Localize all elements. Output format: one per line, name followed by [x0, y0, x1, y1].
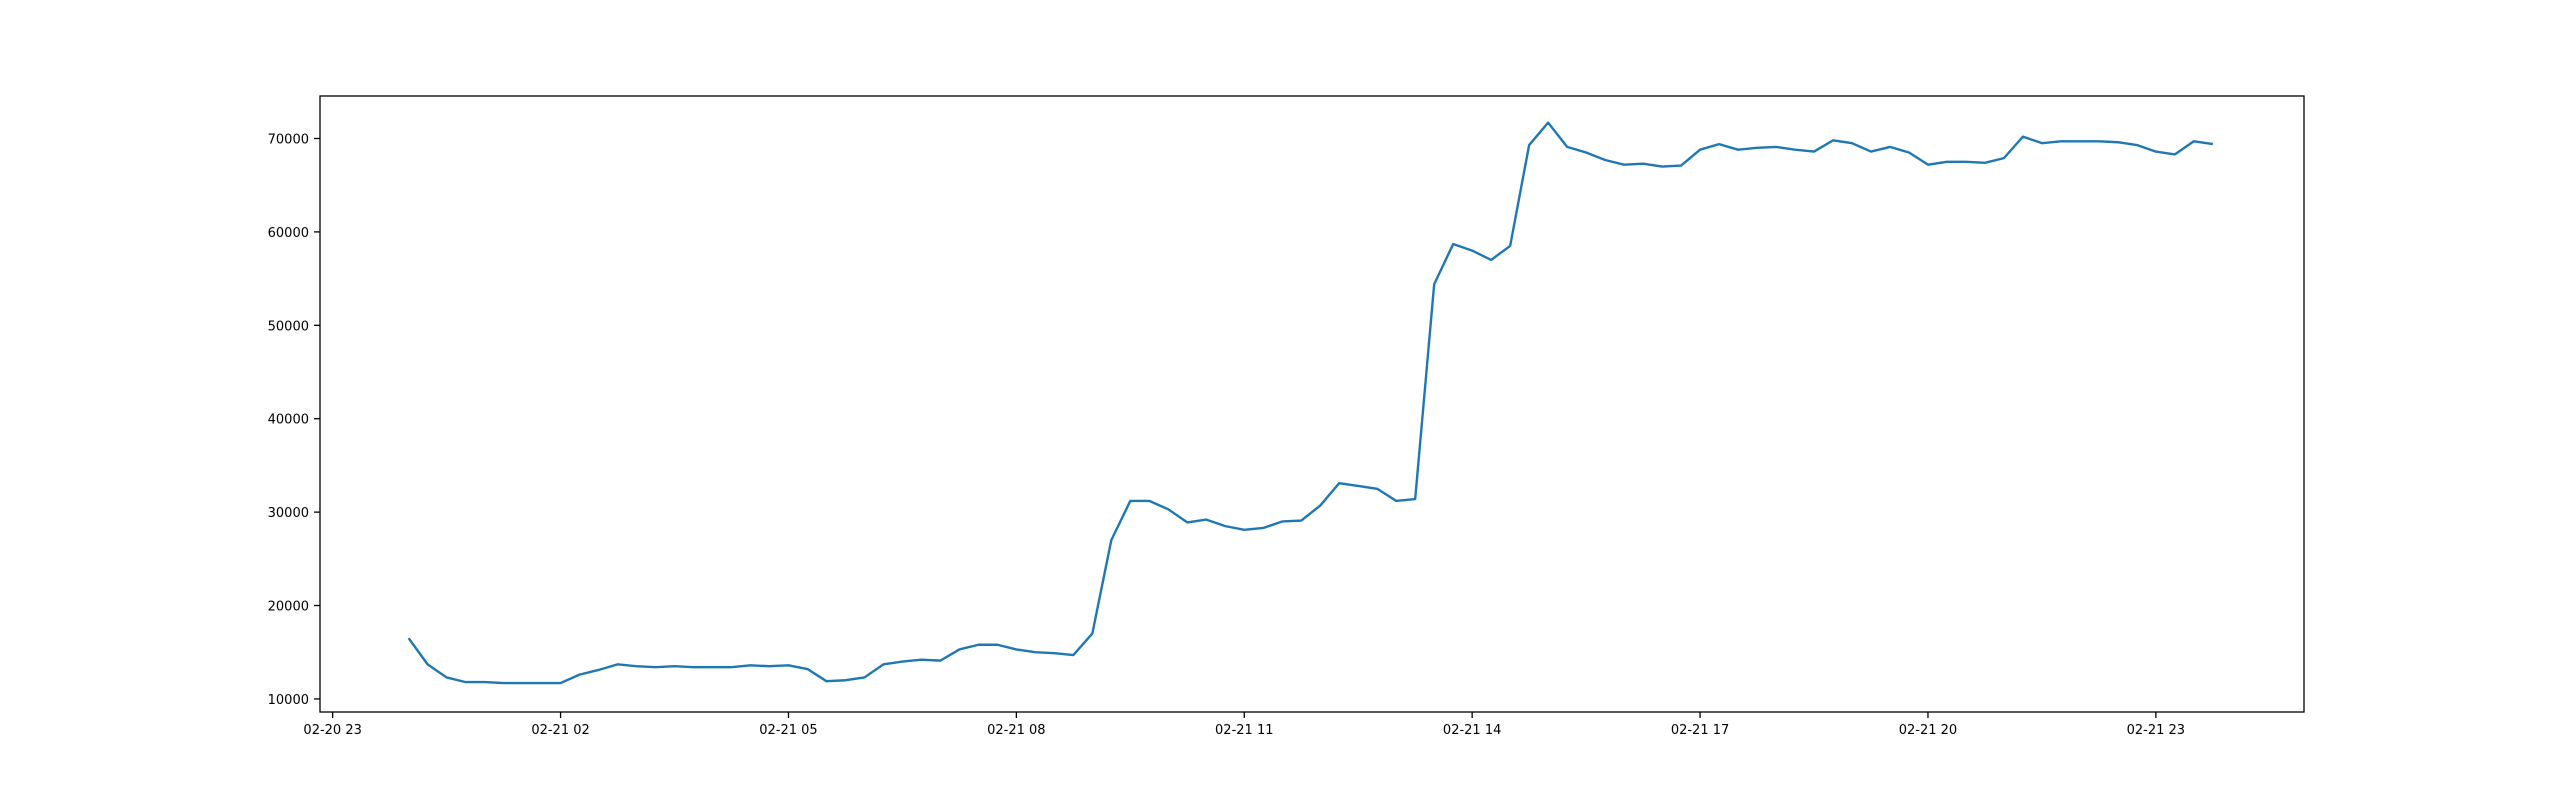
x-tick-label: 02-21 02: [531, 723, 589, 738]
x-tick-label: 02-21 23: [2127, 723, 2185, 738]
plot-frame: [319, 95, 2305, 713]
x-tick-label: 02-21 08: [987, 723, 1045, 738]
data-line: [407, 121, 2214, 685]
x-tick-label: 02-21 11: [1215, 723, 1273, 738]
y-tick-label: 40000: [268, 413, 309, 428]
x-tick-label: 02-21 17: [1671, 723, 1729, 738]
y-tick-label: 30000: [268, 506, 309, 521]
y-tick-label: 50000: [268, 319, 309, 334]
x-tick-label: 02-21 20: [1899, 723, 1957, 738]
y-tick-label: 60000: [268, 226, 309, 241]
x-tick-label: 02-21 05: [759, 723, 817, 738]
x-tick-label: 02-20 23: [303, 723, 361, 738]
x-tick-label: 02-21 14: [1443, 723, 1501, 738]
y-tick-label: 70000: [268, 132, 309, 147]
y-tick-label: 20000: [268, 600, 309, 615]
y-tick-label: 10000: [268, 693, 309, 708]
